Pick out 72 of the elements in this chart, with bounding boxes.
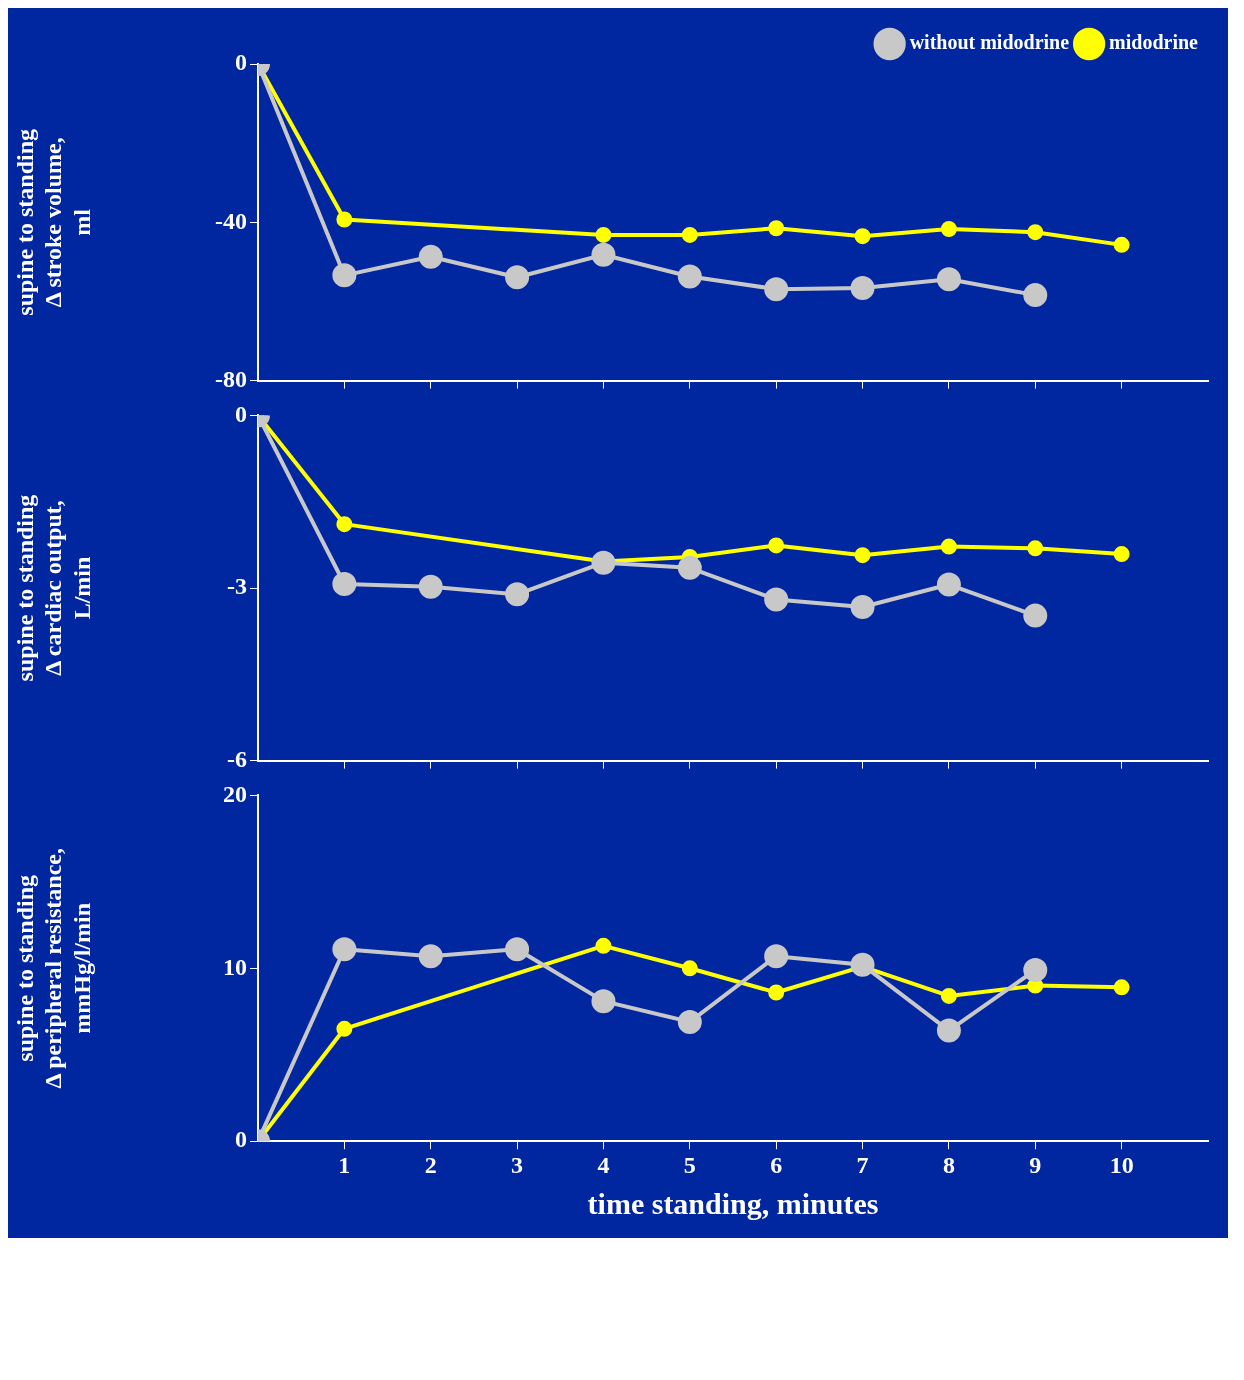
point <box>336 1020 353 1037</box>
point <box>768 984 785 1001</box>
x-axis-title: time standing, minutes <box>587 1186 879 1220</box>
point <box>850 276 875 300</box>
point <box>595 226 612 243</box>
point <box>591 242 616 267</box>
point <box>591 989 616 1014</box>
point <box>1023 603 1048 628</box>
point <box>681 226 698 243</box>
point <box>1113 546 1130 563</box>
y-tick-label: 0 <box>235 49 247 76</box>
y-axis-title: supine to standing Δ peripheral resistance, mmHg/l/min <box>11 848 96 1089</box>
point <box>936 1018 961 1043</box>
y-axis-title: supine to standing Δ cardiac output, L/min <box>11 494 96 682</box>
legend-label: midodrine <box>1109 31 1199 54</box>
point <box>1023 958 1048 983</box>
point <box>418 944 443 969</box>
point <box>336 211 353 228</box>
point <box>681 960 698 977</box>
point <box>418 574 443 599</box>
point <box>1023 283 1048 308</box>
point <box>1027 540 1044 557</box>
x-tick-label: 6 <box>770 1151 783 1178</box>
point <box>940 987 957 1004</box>
point <box>764 944 789 969</box>
point <box>764 277 789 302</box>
point <box>1113 236 1130 253</box>
point <box>677 264 702 289</box>
point <box>505 265 530 290</box>
y-tick-label: -40 <box>215 207 247 234</box>
point <box>336 516 353 533</box>
x-tick-label: 9 <box>1029 1151 1042 1178</box>
point <box>768 537 785 554</box>
y-tick-label: -6 <box>227 745 247 772</box>
point <box>854 547 871 564</box>
y-tick-label: 0 <box>235 1126 247 1153</box>
point <box>332 571 357 596</box>
y-tick-label: 20 <box>223 780 247 807</box>
point <box>850 594 875 619</box>
point <box>854 228 871 245</box>
x-tick-label: 7 <box>856 1151 869 1178</box>
point <box>505 937 530 962</box>
x-tick-label: 4 <box>597 1151 610 1178</box>
point <box>768 220 785 237</box>
point <box>940 538 957 555</box>
x-tick-label: 1 <box>338 1151 351 1178</box>
x-tick-label: 10 <box>1109 1151 1134 1178</box>
point <box>418 244 443 269</box>
point <box>936 267 961 292</box>
point <box>677 555 702 580</box>
point <box>764 587 789 612</box>
x-tick-label: 3 <box>511 1151 524 1178</box>
x-tick-label: 8 <box>942 1151 955 1178</box>
x-tick-label: 5 <box>683 1151 696 1178</box>
y-tick-label: -80 <box>215 365 247 392</box>
y-tick-label: -3 <box>227 573 247 600</box>
point <box>1113 979 1130 996</box>
point <box>332 263 357 288</box>
point <box>332 937 357 962</box>
point <box>595 937 612 954</box>
x-tick-label: 2 <box>424 1151 437 1178</box>
point <box>850 952 875 977</box>
point <box>677 1009 702 1034</box>
point <box>591 550 616 575</box>
y-axis-title: supine to standing Δ stroke volume, ml <box>11 128 96 316</box>
point <box>940 221 957 238</box>
y-tick-label: 10 <box>223 953 247 980</box>
point <box>936 572 961 597</box>
point <box>505 582 530 607</box>
point <box>1027 224 1044 241</box>
y-tick-label: 0 <box>235 400 247 427</box>
legend-label: without midodrine <box>909 31 1070 54</box>
